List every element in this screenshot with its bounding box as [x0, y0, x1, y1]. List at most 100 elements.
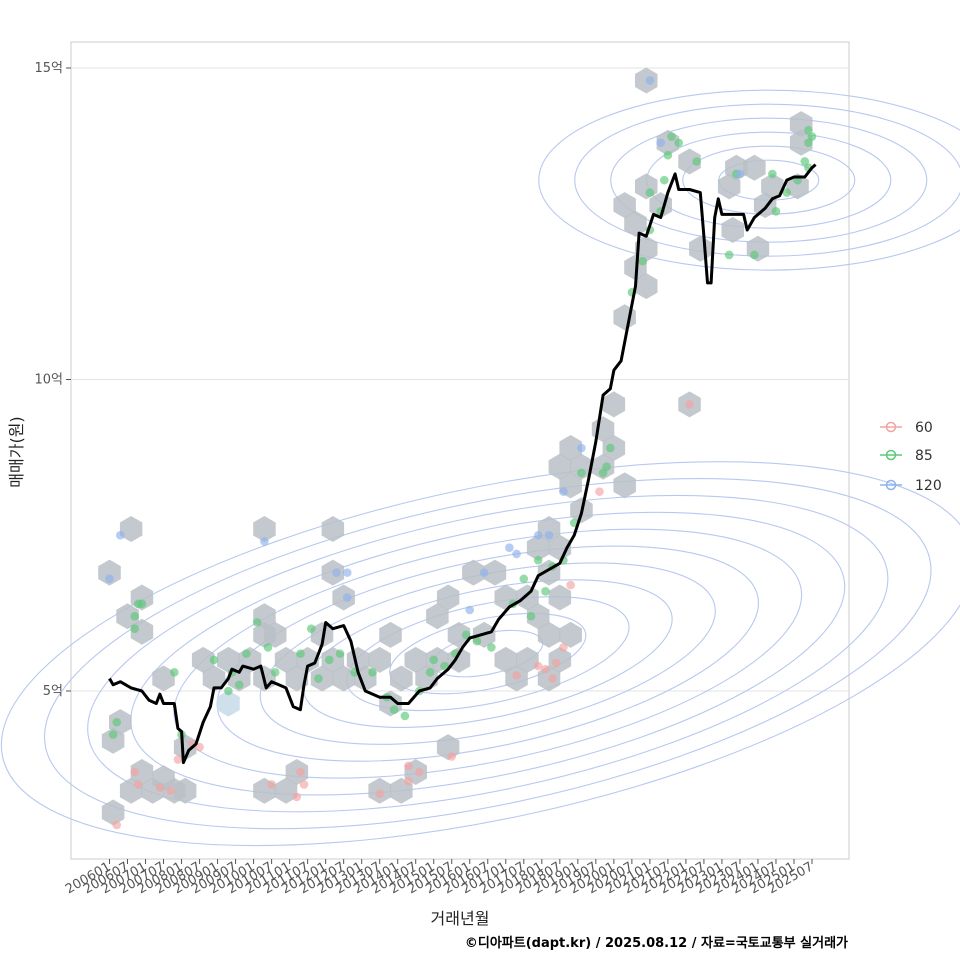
point-85 [771, 206, 781, 216]
point-85 [768, 169, 777, 179]
point-85 [400, 711, 410, 721]
point-60 [267, 780, 276, 789]
point-60 [566, 580, 575, 590]
legend-entry-60: 60 [880, 420, 933, 436]
point-85 [314, 674, 323, 683]
point-85 [296, 649, 305, 658]
density-contour [173, 528, 803, 779]
hexbin-cell [516, 646, 539, 673]
hexbin-cell [321, 516, 345, 542]
point-85 [252, 618, 262, 627]
point-85 [804, 126, 813, 135]
point-60 [173, 755, 183, 764]
point-85 [234, 680, 244, 690]
point-85 [598, 468, 608, 478]
legend-label-120: 120 [915, 478, 942, 494]
point-120 [577, 443, 586, 453]
hexbin-cell [436, 584, 460, 611]
point-60 [541, 664, 550, 674]
point-85 [487, 643, 496, 652]
hexbin-cell [526, 534, 550, 561]
point-60 [130, 767, 140, 777]
hexbin-cell [202, 665, 226, 692]
point-85 [750, 250, 759, 260]
density-contour [0, 461, 960, 847]
point-60 [134, 780, 143, 789]
point-85 [306, 624, 316, 633]
point-85 [667, 132, 676, 141]
y-tick-label: 10억 [34, 373, 63, 388]
hexbin-cell [130, 759, 154, 785]
point-85 [541, 587, 550, 596]
point-85 [324, 655, 334, 665]
point-120 [342, 568, 352, 577]
point-60 [296, 767, 305, 777]
point-85 [137, 599, 147, 609]
hexbin-cell [789, 129, 813, 156]
hexbin-cell [217, 646, 240, 673]
point-85 [638, 256, 647, 266]
hexbin-cell [310, 621, 334, 648]
point-60 [404, 777, 413, 786]
hexbin-cell [721, 217, 744, 243]
point-85 [782, 188, 792, 197]
hexbin-cell [379, 621, 402, 648]
point-60 [415, 767, 424, 777]
hexbin-cell [548, 584, 572, 611]
point-60 [112, 820, 122, 830]
point-60 [551, 658, 561, 668]
hexbin-cell [494, 646, 517, 673]
point-60 [512, 671, 521, 680]
hexbin-cell [537, 516, 561, 542]
point-60 [195, 742, 204, 752]
hexbin-cell [786, 173, 809, 200]
point-60 [685, 400, 694, 409]
hexbin-cell [101, 799, 125, 826]
hexbin-cell [98, 559, 121, 586]
point-120 [342, 593, 352, 602]
point-85 [526, 611, 536, 621]
point-85 [130, 611, 140, 621]
point-60 [404, 761, 413, 771]
point-85 [335, 649, 345, 658]
point-120 [505, 543, 514, 553]
legend-entry-120: 120 [880, 478, 942, 494]
hexbin-cell [743, 154, 766, 181]
point-85 [674, 138, 684, 148]
hexbin-cell [537, 621, 561, 648]
grid-lines [71, 67, 849, 692]
hexbin-cell [761, 173, 784, 200]
hexbin-cell [635, 273, 658, 300]
point-85 [645, 188, 655, 197]
hexbin-cell [613, 192, 636, 219]
point-85 [242, 649, 251, 658]
point-85 [170, 668, 179, 677]
point-120 [533, 530, 543, 540]
point-85 [659, 175, 669, 185]
point-120 [465, 605, 475, 615]
hexbin-cell [462, 559, 485, 586]
hexbin-cell [559, 435, 582, 461]
hexbin-cell [717, 173, 741, 200]
hexbin-cell [332, 665, 355, 692]
legend-label-60: 60 [915, 420, 933, 436]
point-60 [292, 792, 302, 802]
point-85 [605, 443, 615, 453]
point-60 [559, 643, 568, 652]
point-120 [656, 138, 665, 148]
density-contour [389, 613, 587, 695]
point-60 [375, 789, 384, 799]
density-contour [130, 511, 846, 796]
point-85 [519, 574, 529, 584]
point-85 [602, 462, 611, 472]
hexbin-cell [274, 777, 298, 804]
point-60 [548, 674, 557, 683]
hexbin-cell [635, 235, 658, 262]
hexbin-cell [678, 148, 701, 175]
point-60 [533, 661, 543, 671]
hexbin-cell [191, 646, 215, 673]
point-120 [332, 568, 341, 577]
density-contour-upper [574, 103, 960, 257]
point-120 [116, 530, 125, 540]
